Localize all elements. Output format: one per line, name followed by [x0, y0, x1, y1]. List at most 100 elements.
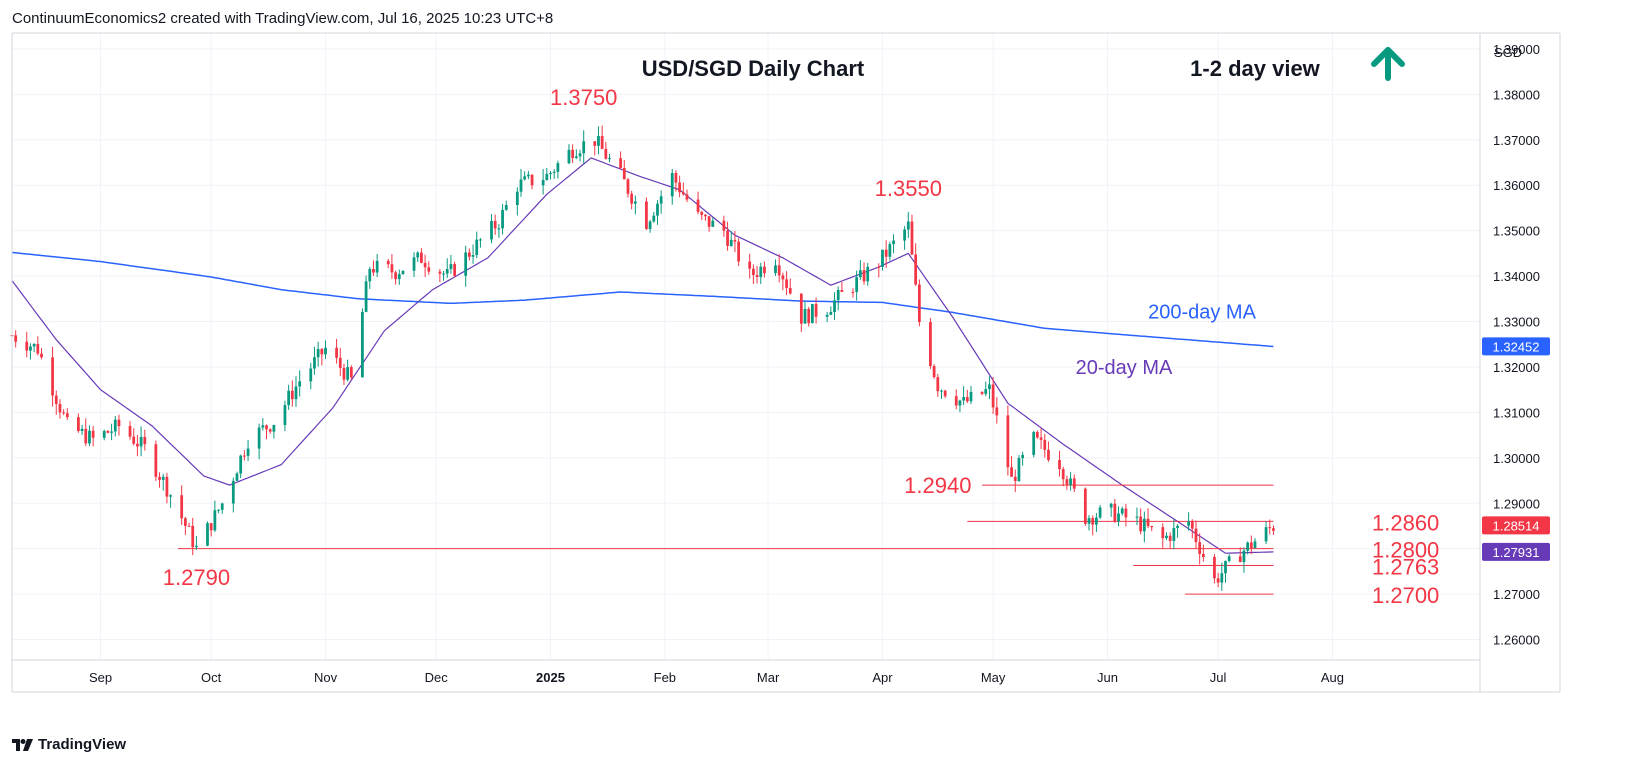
candle — [80, 424, 84, 435]
candle-body — [316, 348, 320, 358]
candle — [799, 293, 803, 333]
candle-body — [206, 523, 209, 546]
candle — [914, 243, 918, 286]
candle-body — [346, 367, 350, 380]
candle — [866, 262, 870, 286]
candle-body — [593, 141, 597, 146]
candle-body — [1098, 507, 1102, 518]
candle — [707, 216, 711, 232]
candle-body — [1227, 556, 1231, 561]
candle-body — [132, 436, 136, 444]
ma20-line — [11, 157, 1274, 554]
candle-body — [1113, 503, 1117, 522]
candle-body — [158, 476, 161, 480]
candle-body — [80, 428, 84, 431]
candle — [1165, 532, 1168, 540]
candle — [36, 336, 40, 356]
candle — [659, 190, 663, 214]
candle — [453, 261, 456, 278]
price-tick-label: 1.29000 — [1493, 496, 1540, 511]
candle-body — [774, 265, 777, 274]
candle — [132, 428, 136, 446]
candle — [763, 261, 766, 278]
candle — [1161, 523, 1165, 548]
candle-body — [471, 255, 475, 257]
candle — [261, 418, 265, 431]
candle-body — [449, 264, 453, 270]
candle-body — [217, 509, 220, 511]
candle-body — [51, 357, 54, 396]
candle-body — [265, 425, 268, 430]
candle — [342, 363, 346, 385]
candle — [903, 226, 906, 250]
candle-body — [464, 252, 468, 276]
peak-label: 1.2790 — [163, 565, 230, 590]
time-tick-label: Nov — [314, 670, 338, 685]
candle-body — [261, 425, 265, 428]
candle — [287, 384, 291, 410]
price-badge: 1.28514 — [1482, 516, 1550, 535]
candle-body — [1095, 517, 1098, 525]
candle-body — [117, 419, 121, 427]
candle-body — [313, 357, 316, 369]
candle-body — [25, 341, 29, 351]
candle — [600, 125, 604, 150]
candle — [515, 187, 519, 216]
candles-layer[interactable] — [10, 125, 1275, 591]
candle — [1065, 475, 1069, 490]
candle-body — [180, 495, 184, 519]
candle-body — [1072, 478, 1076, 489]
candle-body — [1168, 535, 1172, 541]
candle — [84, 418, 88, 447]
candle — [674, 170, 678, 192]
candle-body — [342, 367, 346, 380]
candle — [209, 522, 213, 537]
candle-body — [545, 174, 549, 181]
candle-body — [187, 525, 191, 527]
candle — [58, 399, 62, 419]
candle — [648, 219, 652, 233]
candle — [1013, 469, 1017, 493]
candle-body — [600, 135, 604, 149]
candle — [862, 262, 866, 285]
candle-body — [349, 367, 353, 378]
candle-body — [1139, 516, 1143, 532]
candle — [884, 240, 888, 268]
candle — [220, 502, 224, 514]
candle-body — [501, 209, 504, 229]
candle — [608, 153, 611, 163]
candle — [1087, 515, 1091, 531]
candle — [969, 385, 973, 405]
time-tick-label: Apr — [872, 670, 893, 685]
candle — [604, 141, 608, 160]
candle — [1146, 508, 1150, 529]
ma20-label: 20-day MA — [1076, 357, 1173, 379]
candle-body — [929, 322, 932, 367]
candle-body — [840, 289, 844, 292]
candle — [1190, 519, 1194, 539]
candle-body — [165, 476, 169, 497]
candle-body — [888, 244, 892, 257]
candle-body — [268, 429, 272, 432]
candle-body — [578, 153, 582, 157]
candle-body — [335, 347, 338, 358]
candle-body — [493, 220, 497, 229]
candle — [154, 440, 158, 481]
candle — [1268, 519, 1272, 535]
candle — [733, 230, 737, 253]
ma200-layer — [11, 251, 1274, 348]
candle-body — [1238, 556, 1242, 563]
candle-body — [991, 384, 995, 408]
candle-body — [748, 261, 752, 269]
candle-body — [567, 149, 571, 164]
candle — [788, 278, 792, 295]
candle-body — [169, 495, 172, 497]
candle — [1253, 538, 1257, 549]
candle-body — [630, 193, 634, 204]
candle — [338, 347, 342, 377]
candle-body — [372, 269, 375, 273]
candle-body — [681, 192, 685, 195]
candle-body — [1272, 528, 1275, 531]
